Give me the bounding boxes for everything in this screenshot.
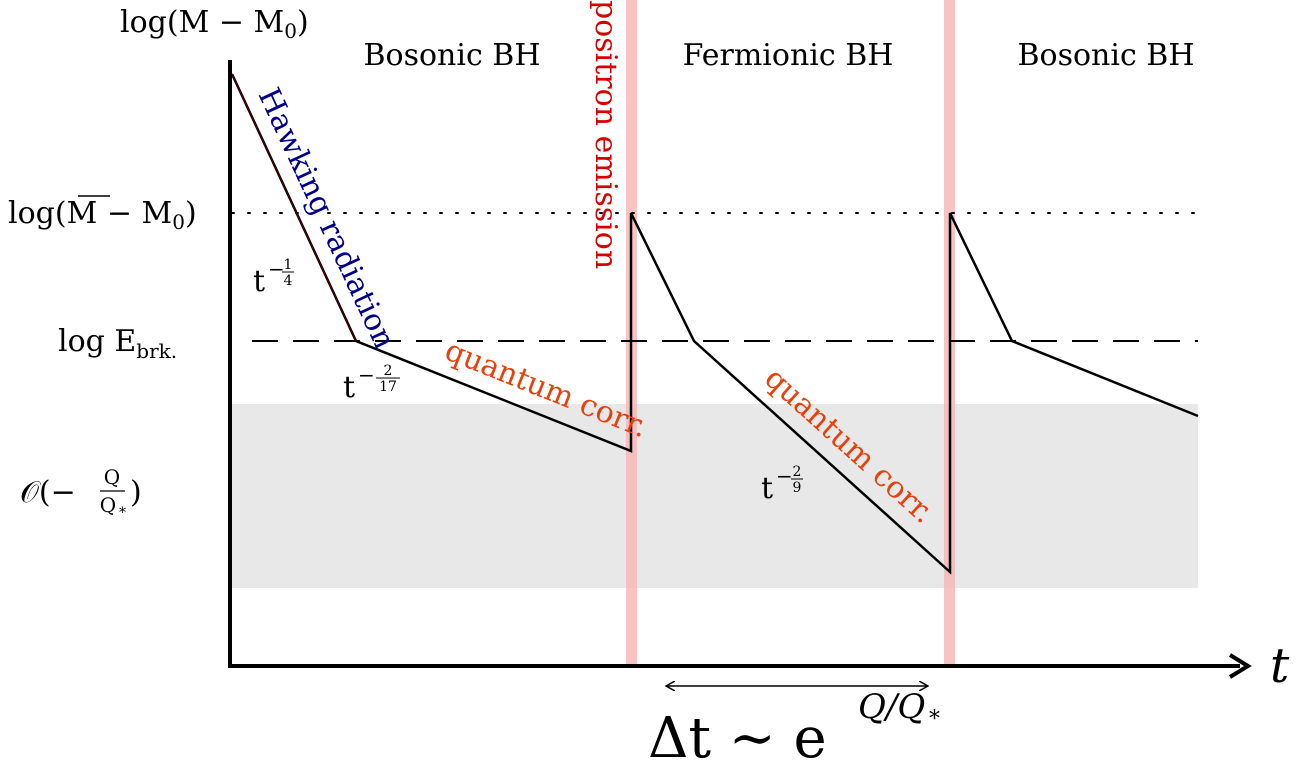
x-axis-arrowhead: [1228, 653, 1252, 679]
positron-emission-label: positron emission: [588, 0, 623, 269]
svg-text:1: 1: [284, 257, 293, 273]
svg-text:t: t: [253, 264, 265, 299]
svg-text:4: 4: [284, 273, 293, 289]
svg-text:−: −: [358, 363, 375, 387]
slope-label-two-seventeenths: t − 2 17: [343, 363, 400, 405]
ebrk-level-label: log Ebrk.: [58, 324, 177, 363]
svg-text:): ): [130, 475, 142, 510]
svg-text:17: 17: [379, 379, 397, 395]
hawking-segment-highlight: [231, 73, 357, 342]
svg-text:Q: Q: [104, 465, 120, 489]
phase-label-bosonic-1: Bosonic BH: [363, 38, 540, 73]
mbar-level-label: log(M − M0): [8, 196, 197, 234]
svg-text:−: −: [776, 464, 793, 488]
quantum-correction-band: [230, 404, 1198, 588]
slope-label-two-ninths: t − 2 9: [761, 464, 803, 506]
order-q-label: 𝒪(− Q Q * ): [20, 465, 142, 521]
svg-text:Δt ∼ e: Δt ∼ e: [648, 706, 827, 765]
svg-text:Q/Q: Q/Q: [858, 687, 925, 727]
y-axis-title: log(M − M0): [120, 5, 309, 43]
delta-t-formula: Δt ∼ e Q/Q *: [648, 687, 940, 765]
svg-text:9: 9: [793, 480, 802, 496]
slope-label-quarter: t − 1 4: [253, 257, 294, 299]
mass-decay-curve: [230, 73, 1199, 575]
svg-text:Q: Q: [100, 493, 116, 517]
svg-text:−: −: [268, 257, 285, 281]
hawking-radiation-label: Hawking radiation: [251, 83, 402, 355]
svg-text:t: t: [761, 471, 773, 506]
phase-label-fermionic: Fermionic BH: [683, 38, 894, 73]
x-axis-label: t: [1270, 638, 1290, 694]
svg-text:t: t: [343, 370, 355, 405]
svg-text:𝒪(−: 𝒪(−: [20, 475, 76, 510]
svg-text:2: 2: [384, 363, 393, 379]
svg-text:*: *: [119, 505, 126, 521]
svg-text:2: 2: [793, 464, 802, 480]
svg-text:*: *: [929, 707, 940, 732]
phase-label-bosonic-2: Bosonic BH: [1017, 38, 1194, 73]
